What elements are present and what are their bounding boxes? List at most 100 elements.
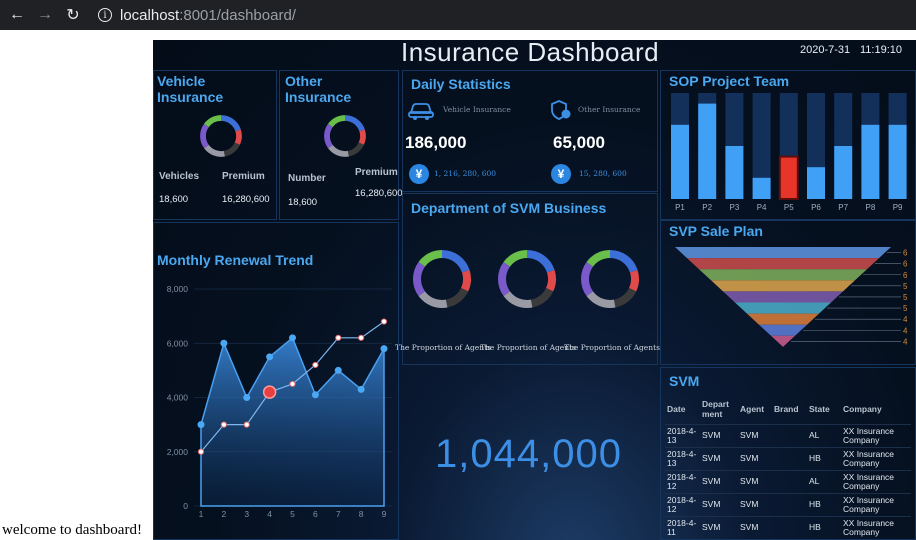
line-point xyxy=(243,421,250,428)
funnel-label: 6 xyxy=(903,260,908,269)
area-series xyxy=(200,336,385,507)
x-tick-label: P2 xyxy=(702,203,712,212)
donut-slice xyxy=(441,250,470,273)
premium-label: Premium xyxy=(355,167,398,178)
x-tick-label: P5 xyxy=(784,203,794,212)
panel-title: Vehicle Insurance xyxy=(157,73,224,105)
bar xyxy=(888,124,907,199)
yen-icon: ¥ xyxy=(551,164,571,184)
area-point xyxy=(380,345,388,353)
panel-title: SVM xyxy=(669,373,700,389)
table-cell: HB xyxy=(807,492,841,516)
line-point xyxy=(335,334,342,341)
vehicle-count: 186,000 xyxy=(405,133,467,152)
x-tick-label: P1 xyxy=(675,203,685,212)
funnel-label: 4 xyxy=(903,326,908,335)
svm-donut-2 xyxy=(498,250,556,308)
donut-slice xyxy=(445,287,469,308)
area-point xyxy=(220,339,228,347)
other-insurance-panel: Other Insurance Number Premium 18,600 16… xyxy=(279,70,403,220)
funnel-label: 5 xyxy=(903,304,908,313)
table-cell: 2018-4-13 xyxy=(665,446,700,470)
area-point xyxy=(289,334,296,342)
table-cell: 2018-4-11 xyxy=(665,515,700,539)
y-tick-label: 4,000 xyxy=(167,393,189,403)
url-host: localhost xyxy=(120,6,180,24)
table-cell xyxy=(772,423,807,447)
number-value: 18,600 xyxy=(288,197,318,208)
line-point xyxy=(312,361,319,369)
table-cell: XX Insurance Company xyxy=(841,515,911,539)
area-point xyxy=(243,394,251,401)
table-row[interactable]: 2018-4-13 SVM SVM HB XX Insurance Company xyxy=(665,446,911,470)
bar xyxy=(861,124,880,199)
table-cell xyxy=(772,446,807,470)
funnel-label: 4 xyxy=(903,315,908,324)
donut-slice xyxy=(530,287,554,308)
funnel-segment xyxy=(735,302,831,314)
table-cell xyxy=(772,492,807,516)
reload-icon[interactable]: ↻ xyxy=(66,7,80,24)
donut-slice xyxy=(613,287,637,308)
table-cell: XX Insurance Company xyxy=(841,446,911,470)
vehicle-insurance-panel: Vehicle Insurance Vehicles Premium 18,60… xyxy=(153,70,277,220)
forward-icon[interactable]: → xyxy=(37,6,53,23)
table-cell: 2018-4-12 xyxy=(665,492,700,516)
back-icon[interactable]: ← xyxy=(9,6,25,23)
line-point xyxy=(220,421,227,428)
other-donut xyxy=(324,115,366,157)
table-cell: SVM xyxy=(738,515,772,539)
area-point xyxy=(357,385,365,393)
x-tick-label: 1 xyxy=(199,509,204,519)
y-tick-label: 6,000 xyxy=(167,338,189,348)
panel-title: Department of SVM Business xyxy=(411,200,607,216)
other-amount: 15, 280, 600 xyxy=(579,169,627,178)
table-cell: SVM xyxy=(738,423,772,447)
donut-caption: The Proportion of Agents xyxy=(480,343,576,352)
table-header: Agent xyxy=(740,403,765,414)
funnel-segment xyxy=(675,247,891,259)
x-tick-label: P4 xyxy=(757,203,767,212)
funnel-segment xyxy=(759,324,807,336)
table-cell: XX Insurance Company xyxy=(841,423,911,447)
vehicle-amount: 1, 216, 280, 600 xyxy=(434,169,497,178)
table-cell: AL xyxy=(807,469,841,493)
info-icon[interactable]: i xyxy=(98,8,112,22)
x-tick-label: 2 xyxy=(222,509,227,519)
monthly-renewal-panel: Monthly Renewal Trend 0 2,000 4,000 6,000 8,… xyxy=(153,222,399,540)
table-row[interactable]: 2018-4-12 SVM SVM AL XX Insurance Company xyxy=(665,469,911,493)
vehicles-label: Vehicles xyxy=(159,171,200,182)
area-point xyxy=(311,391,319,399)
address-bar[interactable]: i localhost:8001/dashboard/ xyxy=(98,7,296,24)
sop-team-panel: SOP Project Team P1 P2 P3 P4 P5 P6 P7 P8 P9 xyxy=(660,70,916,220)
table-cell: SVM xyxy=(700,423,738,447)
table-row[interactable]: 2018-4-13 SVM SVM AL XX Insurance Company xyxy=(665,423,911,447)
donut-slice xyxy=(200,123,209,149)
svm-donut-3 xyxy=(581,250,639,308)
funnel-segment xyxy=(699,269,867,281)
table-row[interactable]: 2018-4-12 SVM SVM HB XX Insurance Company xyxy=(665,492,911,516)
svm-donut-1 xyxy=(413,250,471,308)
x-tick-label: 8 xyxy=(359,509,364,519)
x-tick-label: 7 xyxy=(336,509,341,519)
svp-funnel-chart: 6 6 6 5 5 5 4 4 4 xyxy=(675,247,908,347)
url-path: :8001/dashboard/ xyxy=(179,6,296,24)
x-tick-label: P8 xyxy=(866,203,876,212)
vehicle-insurance-label: Vehicle Insurance xyxy=(443,105,511,114)
highlight-point xyxy=(262,385,277,399)
panel-title: SVP Sale Plan xyxy=(669,223,763,239)
page-title: Insurance Dashboard xyxy=(401,40,660,67)
area-point xyxy=(266,353,274,361)
table-header: State xyxy=(809,403,830,414)
panel-title: Monthly Renewal Trend xyxy=(157,252,314,268)
line-point xyxy=(358,334,365,341)
donut-slice xyxy=(223,142,240,157)
table-row[interactable]: 2018-4-11 SVM SVM HB XX Insurance Company xyxy=(665,515,911,539)
table-header-row: Date Department Agent Brand State Compan… xyxy=(665,394,911,424)
table-cell: SVM xyxy=(738,469,772,493)
donut-slice xyxy=(609,250,638,273)
table-header: Date xyxy=(667,403,686,414)
table-cell: XX Insurance Company xyxy=(841,492,911,516)
shield-icon xyxy=(551,100,571,120)
table-cell: SVM xyxy=(738,446,772,470)
